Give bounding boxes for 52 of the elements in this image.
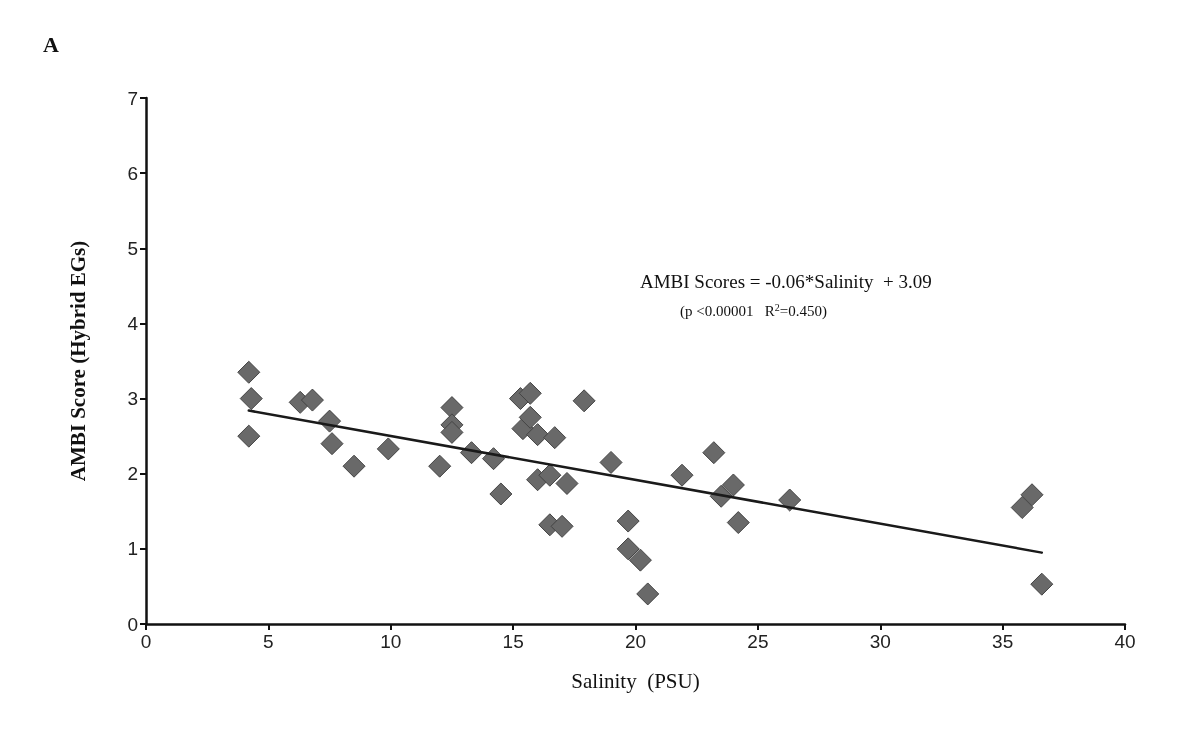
- y-tick-label: 1: [127, 538, 138, 560]
- point: [428, 454, 452, 478]
- chart-title: A: [43, 31, 59, 57]
- point: [300, 388, 324, 412]
- point: [237, 360, 261, 384]
- point: [320, 432, 344, 456]
- y-tick-label: 2: [127, 463, 138, 485]
- point: [628, 548, 652, 572]
- y-tick-label: 7: [127, 87, 138, 109]
- point: [237, 424, 261, 448]
- x-tick-label: 25: [747, 631, 769, 652]
- point: [550, 514, 574, 538]
- point: [636, 582, 660, 606]
- point: [1030, 572, 1054, 596]
- point: [599, 450, 623, 474]
- point: [1020, 483, 1044, 507]
- x-tick-label: 20: [624, 631, 647, 652]
- point: [239, 387, 263, 411]
- point: [616, 537, 640, 561]
- point: [702, 441, 726, 465]
- y-tick-label: 6: [127, 162, 138, 184]
- x-tick-label: 0: [140, 631, 152, 652]
- y-tick-label: 5: [127, 237, 138, 259]
- x-tick-label: 5: [263, 631, 274, 652]
- point: [1010, 496, 1034, 520]
- x-tick-label: 40: [1114, 631, 1136, 652]
- point: [518, 405, 542, 429]
- point: [342, 454, 366, 478]
- point: [721, 473, 745, 497]
- point: [538, 463, 562, 487]
- point: [489, 482, 513, 506]
- point: [376, 437, 400, 461]
- y-tick-label: 3: [127, 388, 138, 410]
- x-tick-label: 10: [380, 631, 402, 652]
- x-tick-label: 35: [992, 631, 1014, 652]
- point: [543, 426, 567, 450]
- point: [518, 381, 542, 405]
- point: [572, 389, 596, 413]
- point: [726, 511, 750, 535]
- y-axis-title: AMBI Score (Hybrid EGs): [65, 240, 90, 482]
- point: [555, 471, 579, 495]
- y-tick-label: 4: [127, 312, 139, 334]
- x-tick-label: 15: [502, 631, 524, 652]
- x-axis-title: Salinity (PSU): [571, 668, 700, 693]
- annotation: AMBI Scores = -0.06*Salinity + 3.09: [640, 271, 932, 292]
- point: [778, 488, 802, 512]
- point: [440, 420, 464, 444]
- y-tick-label: 0: [127, 613, 138, 635]
- point: [526, 423, 550, 447]
- point: [670, 463, 694, 487]
- point: [616, 509, 640, 533]
- x-tick-label: 30: [869, 631, 891, 652]
